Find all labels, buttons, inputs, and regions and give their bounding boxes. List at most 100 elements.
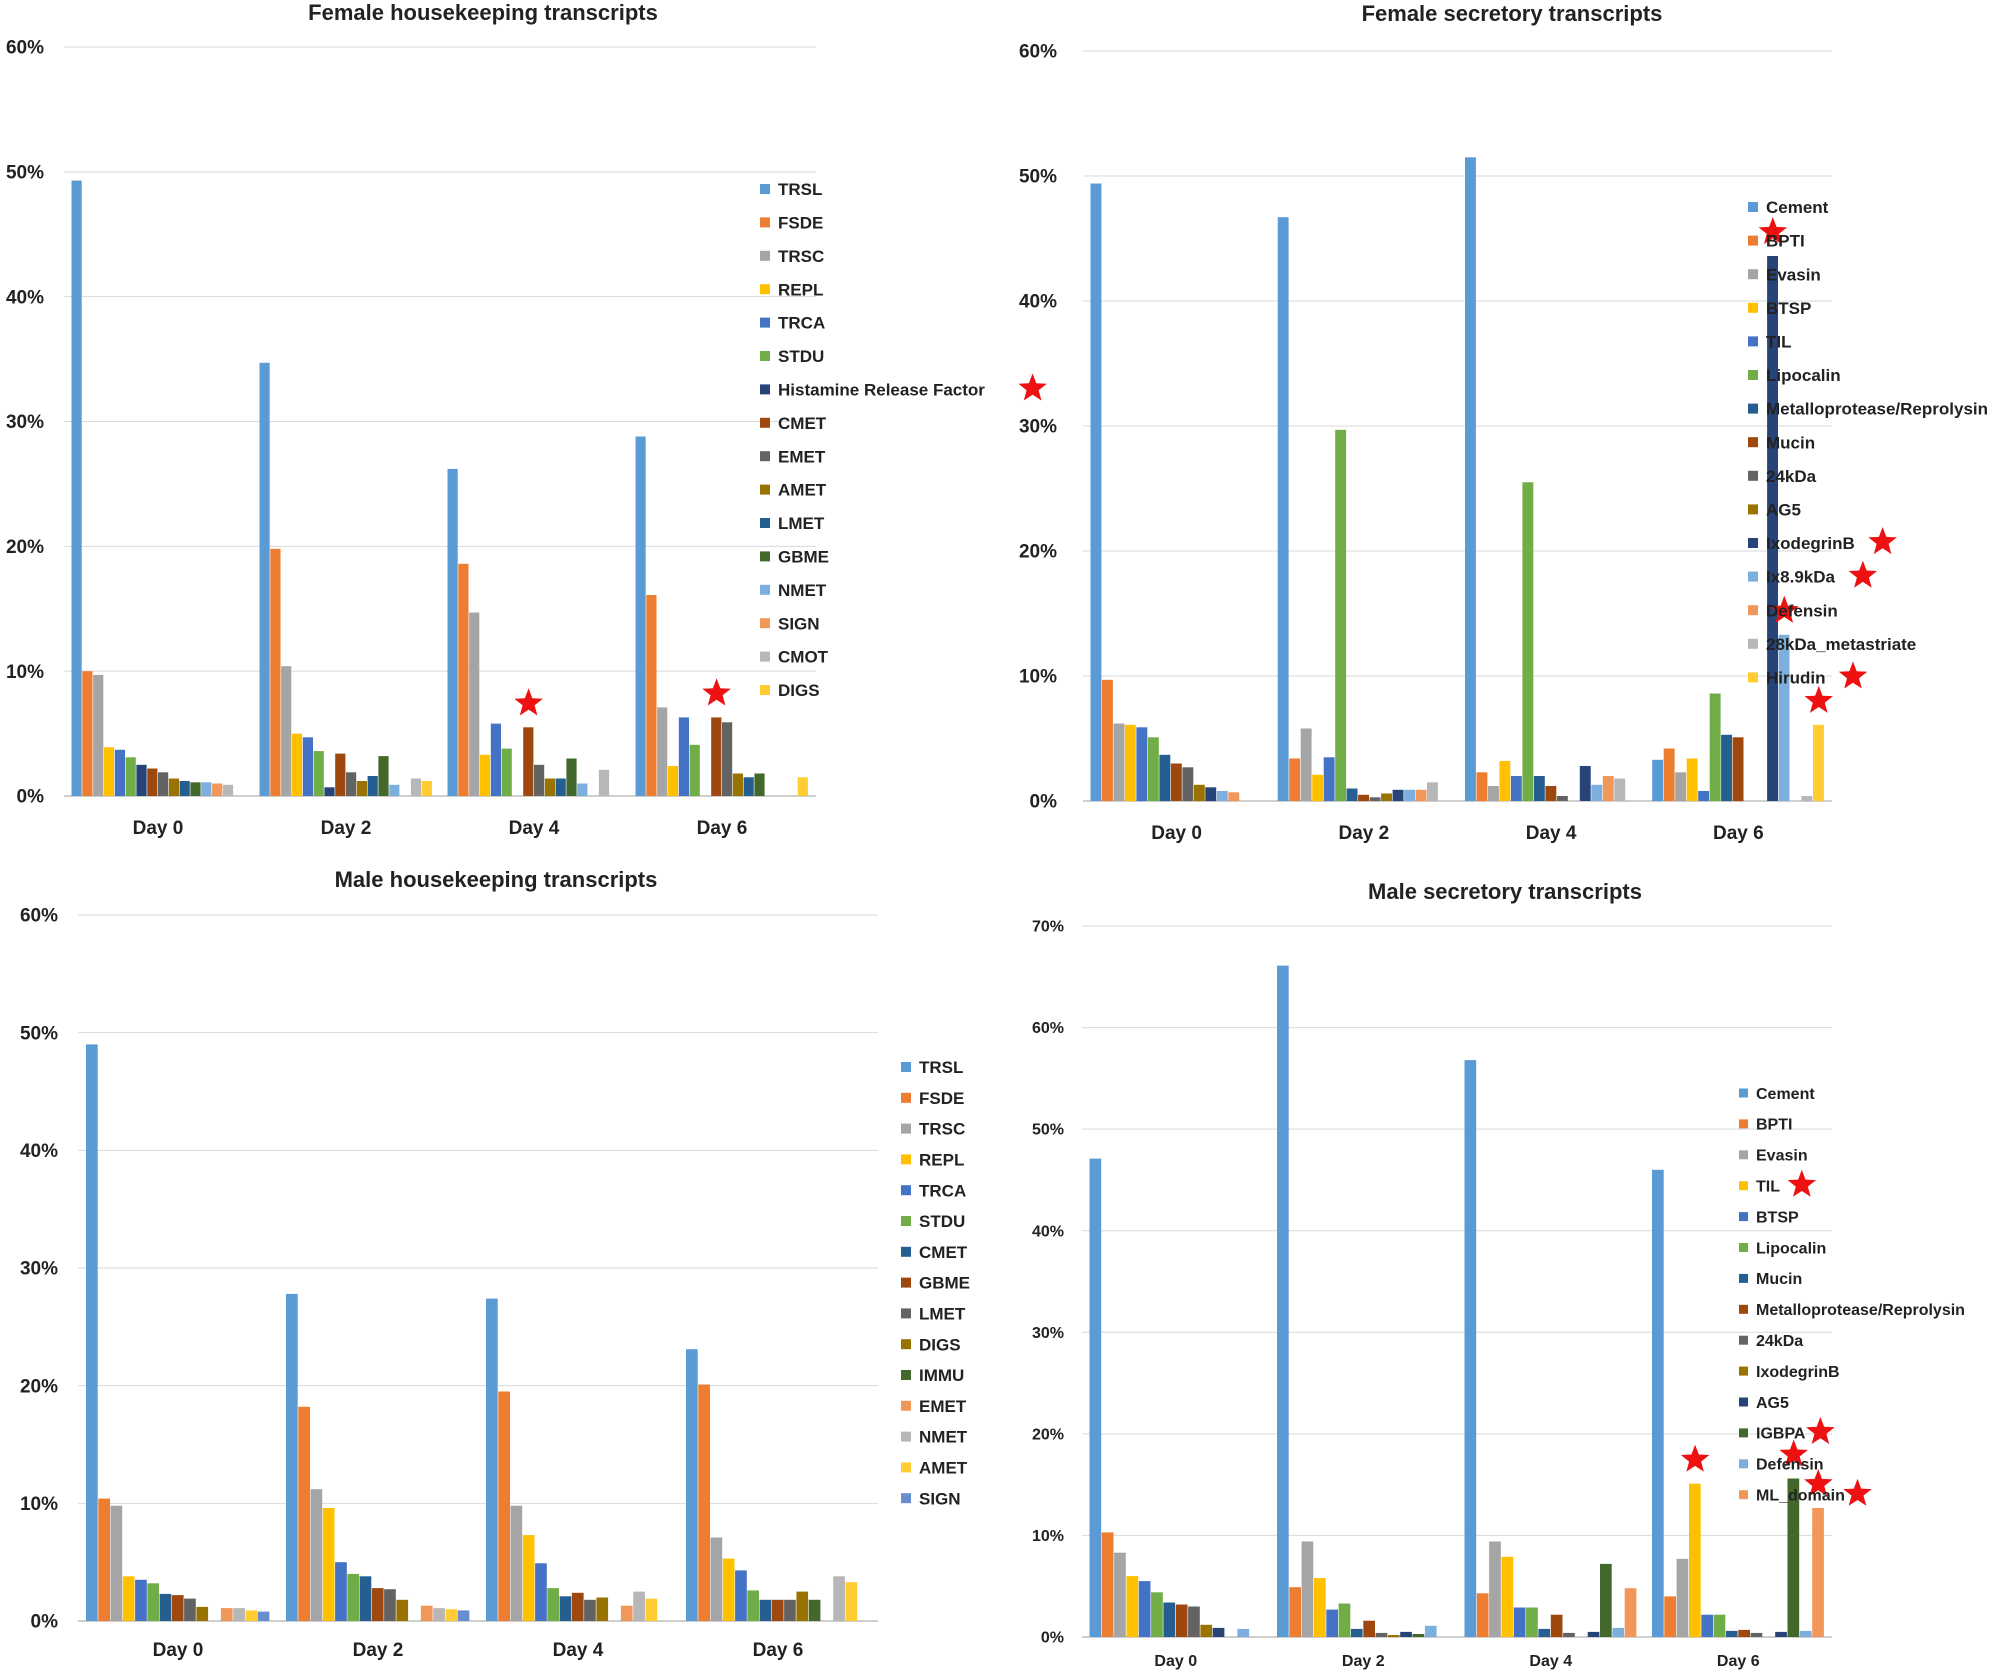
x-category-label: Day 6: [697, 818, 748, 839]
bar-gbme-day-2: [371, 1588, 384, 1621]
male-housekeeping-chart: Male housekeeping transcripts 0% 10% 20% 30%…: [20, 867, 970, 1661]
bar-stdu-day-2: [347, 1573, 359, 1621]
bar-lipocalin-day-6: [1709, 693, 1721, 801]
y-tick-label: 0%: [1041, 1630, 1064, 1647]
legend-swatch: [901, 1092, 911, 1103]
bar-evasin-day-6: [1676, 1558, 1689, 1637]
bar-lmet-day-0: [179, 781, 190, 796]
legend-swatch: [760, 484, 770, 495]
bar-nmet-day-0: [233, 1608, 245, 1621]
bar-lipocalin-day-0: [1147, 737, 1159, 802]
bar-stdu-day-4: [501, 748, 512, 796]
x-category-label: Day 4: [1529, 1653, 1572, 1670]
bar-metalloprotease-reprolysin-day-4: [1550, 1614, 1563, 1637]
bar-hirudin-day-6: [1813, 724, 1824, 802]
legend-entry: Evasin: [1756, 1148, 1808, 1165]
bar-metalloprotease-reprolysin-day-6: [1721, 734, 1732, 802]
bar-cement-day-2: [1277, 217, 1289, 801]
bar-trsc-day-0: [110, 1505, 123, 1621]
bar-stdu-day-0: [125, 757, 136, 796]
y-tick-label: 0%: [17, 787, 45, 808]
bar-trsl-day-6: [686, 1349, 698, 1621]
legend-entry: AMET: [919, 1459, 968, 1478]
y-tick-label: 40%: [6, 287, 44, 308]
bar-trsl-day-0: [86, 1044, 98, 1621]
bar-lmet-day-4: [555, 778, 566, 796]
bar-lmet-day-0: [184, 1598, 196, 1621]
legend-entry: Mucin: [1756, 1271, 1802, 1288]
legend-swatch: [1739, 1397, 1748, 1407]
star-icon: [514, 688, 543, 716]
legend-entry: 24kDa: [1766, 467, 1817, 486]
legend-swatch: [760, 551, 770, 562]
bar-fsde-day-4: [498, 1391, 510, 1621]
star-icon: [1787, 1169, 1817, 1197]
bar-btsp-day-0: [1138, 1581, 1151, 1637]
bar-metalloprotease-reprolysin-day-0: [1159, 754, 1171, 802]
bar-trsc-day-0: [93, 674, 104, 796]
legend-entry: CMET: [919, 1243, 968, 1262]
star-icon: [1838, 661, 1868, 689]
bar-fsde-day-2: [298, 1406, 310, 1621]
female-housekeeping-title: Female housekeeping transcripts: [308, 0, 658, 25]
bar-cmet-day-0: [159, 1593, 172, 1621]
bar-lmet-day-2: [367, 776, 378, 796]
legend-swatch: [1739, 1212, 1748, 1222]
bar-mucin-day-4: [1538, 1628, 1551, 1637]
bar-trca-day-6: [735, 1570, 747, 1621]
bar-defensin-day-4: [1612, 1627, 1625, 1637]
bar-24kda-day-4: [1556, 796, 1568, 801]
legend-entry: Ix8.9kDa: [1766, 568, 1836, 587]
legend-entry: FSDE: [919, 1089, 964, 1108]
bar-defensin-day-6: [1799, 1630, 1812, 1637]
legend-entry: TRSL: [778, 180, 822, 199]
y-tick-label: 10%: [20, 1494, 58, 1515]
bar-gbme-day-6: [754, 773, 765, 796]
legend-entry: Cement: [1756, 1086, 1815, 1103]
legend-entry: REPL: [919, 1151, 964, 1170]
legend-swatch: [1748, 269, 1758, 280]
bar-repl-day-2: [291, 733, 303, 796]
y-tick-label: 40%: [1019, 292, 1057, 313]
legend-swatch: [901, 1154, 911, 1165]
bar-evasin-day-4: [1488, 786, 1499, 801]
legend-swatch: [1748, 538, 1758, 548]
legend-swatch: [760, 284, 770, 295]
bar-ag5-day-4: [1587, 1631, 1600, 1637]
legend-swatch: [1739, 1459, 1748, 1469]
bar-evasin-day-2: [1301, 1541, 1314, 1637]
y-tick-label: 70%: [1032, 919, 1064, 936]
legend-entry: Metalloprotease/Reprolysin: [1756, 1302, 1965, 1319]
bar-24kda-day-0: [1188, 1606, 1200, 1637]
bar-cmet-day-6: [759, 1599, 772, 1621]
y-tick-label: 10%: [6, 662, 44, 683]
bar-evasin-day-6: [1675, 772, 1687, 802]
legend-swatch: [1748, 336, 1758, 347]
bar-ix8-9kda-day-6: [1778, 634, 1790, 802]
bar-trca-day-6: [678, 717, 689, 796]
bar-ag5-day-2: [1381, 793, 1392, 801]
legend-swatch: [1739, 1181, 1748, 1191]
legend-swatch: [1748, 202, 1758, 212]
bar-gbme-day-2: [378, 756, 389, 796]
x-category-label: Day 6: [1717, 1653, 1760, 1670]
star-icon: [1680, 1444, 1710, 1472]
bar-trsl-day-6: [635, 436, 646, 796]
bar-ml-domain-day-6: [1812, 1508, 1824, 1637]
x-category-label: Day 2: [1342, 1653, 1385, 1670]
bar-evasin-day-0: [1114, 1552, 1126, 1637]
x-category-label: Day 6: [753, 1640, 804, 1661]
legend-entry: SIGN: [778, 614, 820, 633]
bar-repl-day-6: [722, 1558, 735, 1621]
bar-mucin-day-6: [1732, 737, 1744, 802]
bar-trsc-day-4: [510, 1505, 523, 1621]
bar-emet-day-4: [534, 764, 545, 796]
legend-entry: LMET: [919, 1305, 966, 1324]
legend-swatch: [901, 1062, 911, 1072]
legend-entry: CMET: [778, 414, 827, 433]
bar-amet-day-4: [544, 778, 555, 796]
legend-entry: TIL: [1766, 333, 1792, 352]
legend-swatch: [760, 685, 770, 695]
bar-emet-day-2: [420, 1605, 433, 1621]
bar-nmet-day-4: [577, 783, 588, 796]
